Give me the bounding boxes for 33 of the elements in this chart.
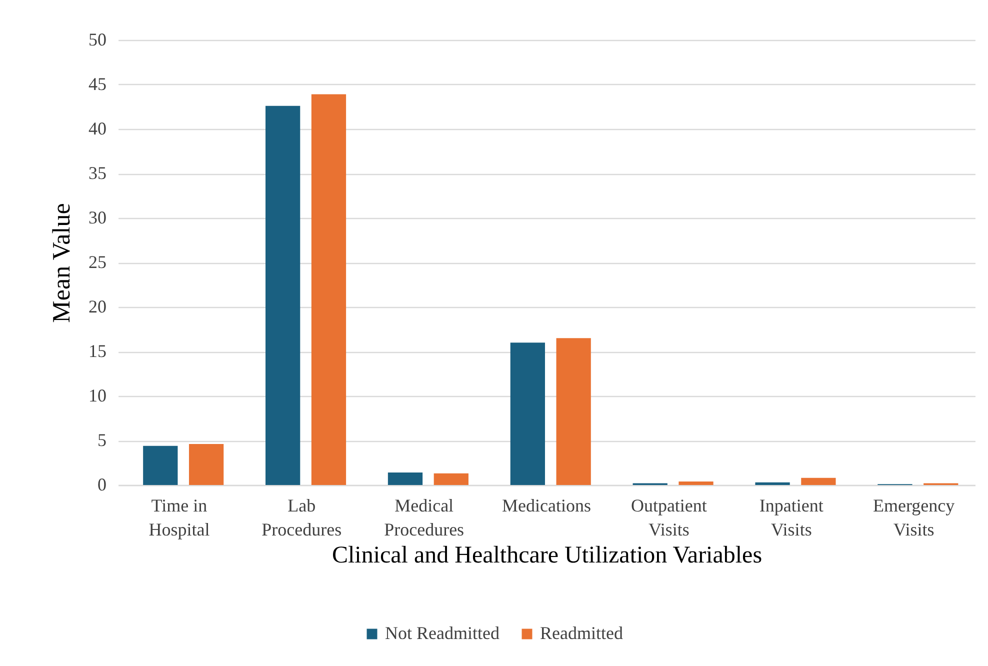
bar	[188, 444, 224, 485]
y-tick-label: 0	[98, 474, 106, 494]
bar	[678, 481, 714, 485]
x-tick-label: Medications	[502, 496, 591, 516]
x-tick-label: Medical Procedures	[384, 496, 464, 540]
y-tick-label: 15	[88, 341, 106, 361]
bar	[388, 472, 423, 485]
bar	[801, 478, 836, 485]
y-tick-label: 35	[88, 163, 106, 183]
x-axis-title: Clinical and Healthcare Utilization Variables	[332, 542, 762, 568]
y-tick-label: 45	[88, 74, 106, 94]
bar	[311, 94, 346, 485]
x-tick-label: Lab Procedures	[262, 496, 342, 540]
y-tick-label: 25	[88, 252, 106, 272]
y-tick-label: 50	[88, 30, 106, 50]
bar	[755, 482, 790, 485]
x-tick-label: Emergency Visits	[872, 496, 955, 540]
bar	[266, 106, 300, 485]
bar	[143, 446, 178, 485]
y-axis-title: Mean Value	[48, 203, 76, 323]
legend-label: Readmitted	[540, 623, 623, 643]
x-tick-label: Time in Hospital	[148, 496, 210, 540]
y-tick-label: 30	[88, 208, 106, 228]
bar	[556, 338, 591, 485]
legend-label: Not Readmitted	[385, 623, 500, 643]
bar	[434, 473, 468, 485]
bar	[510, 342, 545, 485]
y-tick-label: 40	[88, 118, 106, 138]
x-tick-label: Inpatient Visits	[759, 496, 824, 540]
y-tick-label: 20	[88, 296, 106, 316]
y-tick-label: 5	[98, 430, 106, 450]
x-tick-label: Outpatient Visits	[630, 496, 707, 540]
y-tick-label: 10	[88, 386, 106, 406]
